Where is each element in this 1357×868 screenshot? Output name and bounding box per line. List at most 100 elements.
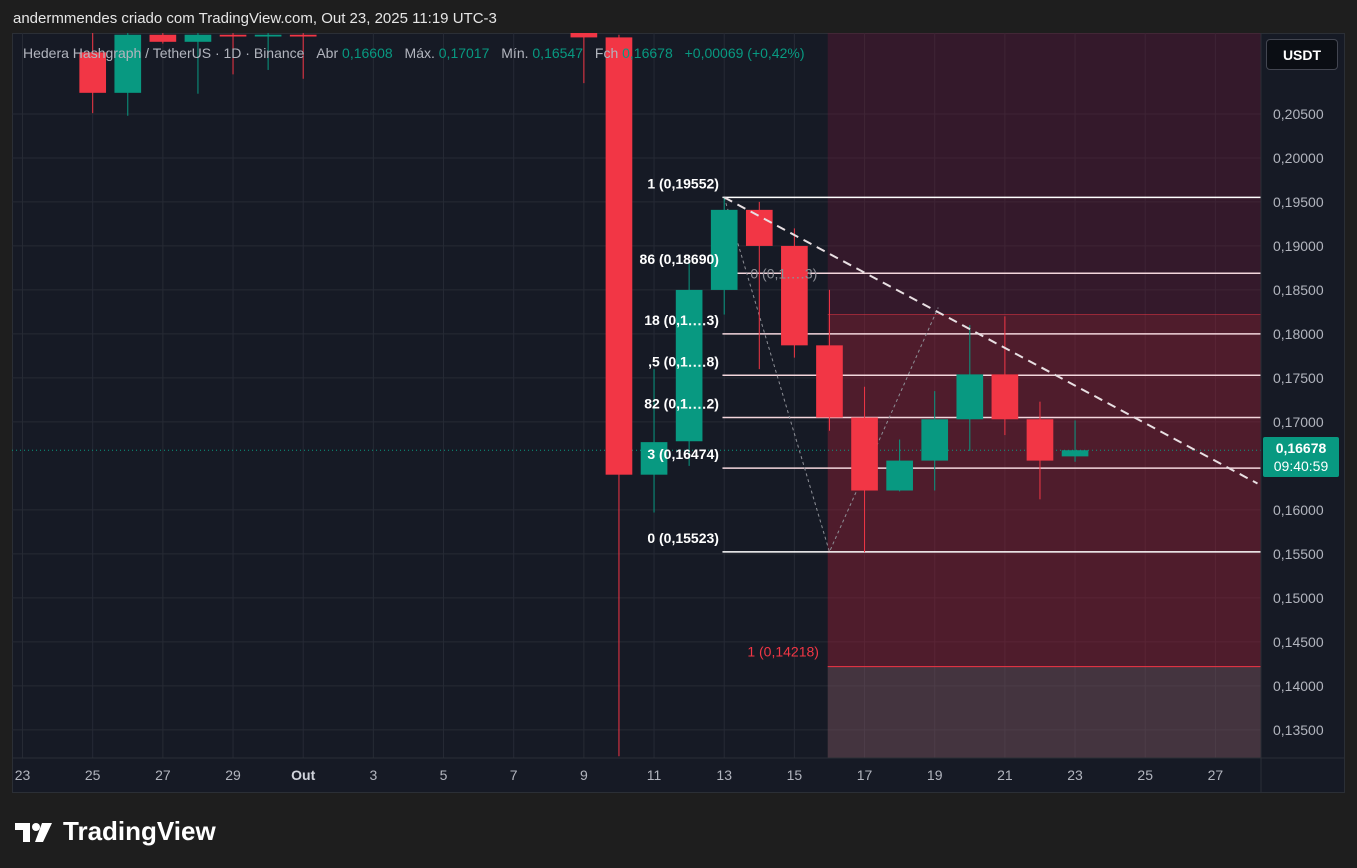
candle <box>675 263 703 466</box>
fib-level-label: 86 (0,18690) <box>640 251 719 267</box>
logo-text: TradingView <box>63 816 216 846</box>
time-axis-label: 21 <box>997 767 1013 783</box>
candle-body <box>640 442 668 475</box>
candle-body <box>570 33 598 38</box>
candle-body <box>114 34 142 93</box>
time-axis-label: 25 <box>1137 767 1153 783</box>
fib-level-label: 18 (0,1‥‥3) <box>644 312 719 328</box>
last-price-value: 0,16678 <box>1275 440 1327 456</box>
price-axis-label: 0,15000 <box>1273 590 1324 606</box>
close-label: Fch <box>594 45 619 61</box>
time-axis-label: 23 <box>1067 767 1083 783</box>
dashed-trendline <box>723 196 1258 485</box>
candle <box>921 391 949 491</box>
candle-body <box>816 345 843 418</box>
candle <box>605 34 633 757</box>
open-label: Abr <box>316 45 339 61</box>
price-axis-label: 0,19000 <box>1273 238 1324 254</box>
target-zone <box>827 314 1261 667</box>
candle-body <box>710 209 738 290</box>
candle <box>745 201 773 370</box>
currency-button[interactable]: USDT <box>1266 39 1338 70</box>
candle-body <box>149 34 177 42</box>
candle-body <box>1026 419 1054 461</box>
time-axis-label: 27 <box>1208 767 1224 783</box>
last-price-tag: 0,16678 09:40:59 <box>1263 437 1339 477</box>
price-axis-label: 0,20500 <box>1273 106 1324 122</box>
candle <box>886 439 913 492</box>
price-axis-label: 0,18500 <box>1273 282 1324 298</box>
fib-level-label: 1 (0,19552) <box>647 175 719 191</box>
fib-level-label: 0 (0,15523) <box>647 530 719 546</box>
candle <box>710 197 738 315</box>
change-value: +0,00069 (+0,42%) <box>684 45 805 61</box>
time-axis-label: Out <box>291 767 315 783</box>
time-axis-label: 29 <box>225 767 241 783</box>
candle <box>184 33 212 94</box>
candle-body <box>781 245 808 346</box>
symbol-name[interactable]: Hedera Hashgraph / TetherUS · 1D · Binan… <box>23 45 305 61</box>
time-axis-label: 17 <box>857 767 873 783</box>
fib-partial-label: 0 (0,1‥‥3) <box>750 265 817 281</box>
chart-author-header: andermmendes criado com TradingView.com,… <box>13 10 497 27</box>
time-axis-label: 15 <box>787 767 803 783</box>
fib-level-label: 3 (0,16474) <box>647 446 719 462</box>
time-axis-label: 13 <box>716 767 732 783</box>
candle <box>956 325 984 451</box>
candle-body <box>289 34 317 37</box>
low-value: 0,16547 <box>532 45 583 61</box>
candle <box>640 369 668 513</box>
plot-area <box>12 33 1261 758</box>
price-axis-label: 0,14000 <box>1273 678 1324 694</box>
candle <box>1061 420 1089 462</box>
time-axis-label: 19 <box>927 767 943 783</box>
candle <box>570 33 598 84</box>
candle-body <box>219 34 247 37</box>
retracement-path <box>723 197 939 554</box>
candle-body <box>921 419 949 461</box>
candle-body <box>956 374 984 420</box>
candle-body <box>1061 450 1089 457</box>
candle <box>1026 401 1054 500</box>
candle-body <box>886 460 913 491</box>
candle-body <box>605 37 633 475</box>
upper-zone <box>827 33 1261 315</box>
time-axis-label: 3 <box>369 767 377 783</box>
candle <box>289 33 317 79</box>
price-axis-label: 0,13500 <box>1273 722 1324 738</box>
open-value: 0,16608 <box>342 45 393 61</box>
price-axis-label: 0,20000 <box>1273 150 1324 166</box>
price-axis-label: 0,19500 <box>1273 194 1324 210</box>
candle <box>816 289 843 431</box>
candlestick-chart[interactable]: 1 (0,19552) 86 (0,18690) 18 (0,1‥‥3) ,5 (0,… <box>12 33 1345 793</box>
time-axis-label: 25 <box>85 767 101 783</box>
candle <box>114 33 142 116</box>
fib-level-label: 82 (0,1‥‥2) <box>644 395 719 411</box>
candle <box>851 386 878 553</box>
candle <box>149 33 177 44</box>
close-value: 0,16678 <box>622 45 673 61</box>
time-axis-label: 23 <box>15 767 31 783</box>
candle-body <box>79 52 107 93</box>
price-axis-label: 0,17500 <box>1273 370 1324 386</box>
fib-level-label: ,5 (0,1‥‥8) <box>648 353 719 369</box>
time-axis-label: 7 <box>510 767 518 783</box>
symbol-legend: Hedera Hashgraph / TetherUS · 1D · Binan… <box>23 45 805 61</box>
candle <box>79 33 107 114</box>
tradingview-logo[interactable]: TradingView <box>15 816 216 847</box>
candle-body <box>991 374 1019 420</box>
candle-body <box>184 34 212 42</box>
time-axis-label: 11 <box>647 767 662 783</box>
lower-zone <box>827 666 1261 758</box>
candle-body <box>675 289 703 442</box>
high-value: 0,17017 <box>438 45 490 61</box>
high-label: Máx. <box>404 45 435 61</box>
price-axis-label: 0,14500 <box>1273 634 1324 650</box>
time-axis-label: 27 <box>155 767 171 783</box>
time-axis-label: 5 <box>440 767 448 783</box>
candle <box>219 33 247 75</box>
price-axis-label: 0,18000 <box>1273 326 1324 342</box>
tradingview-logo-icon <box>15 822 52 842</box>
bar-countdown: 09:40:59 <box>1273 458 1329 474</box>
target-label: 1 (0,14218) <box>747 644 819 660</box>
